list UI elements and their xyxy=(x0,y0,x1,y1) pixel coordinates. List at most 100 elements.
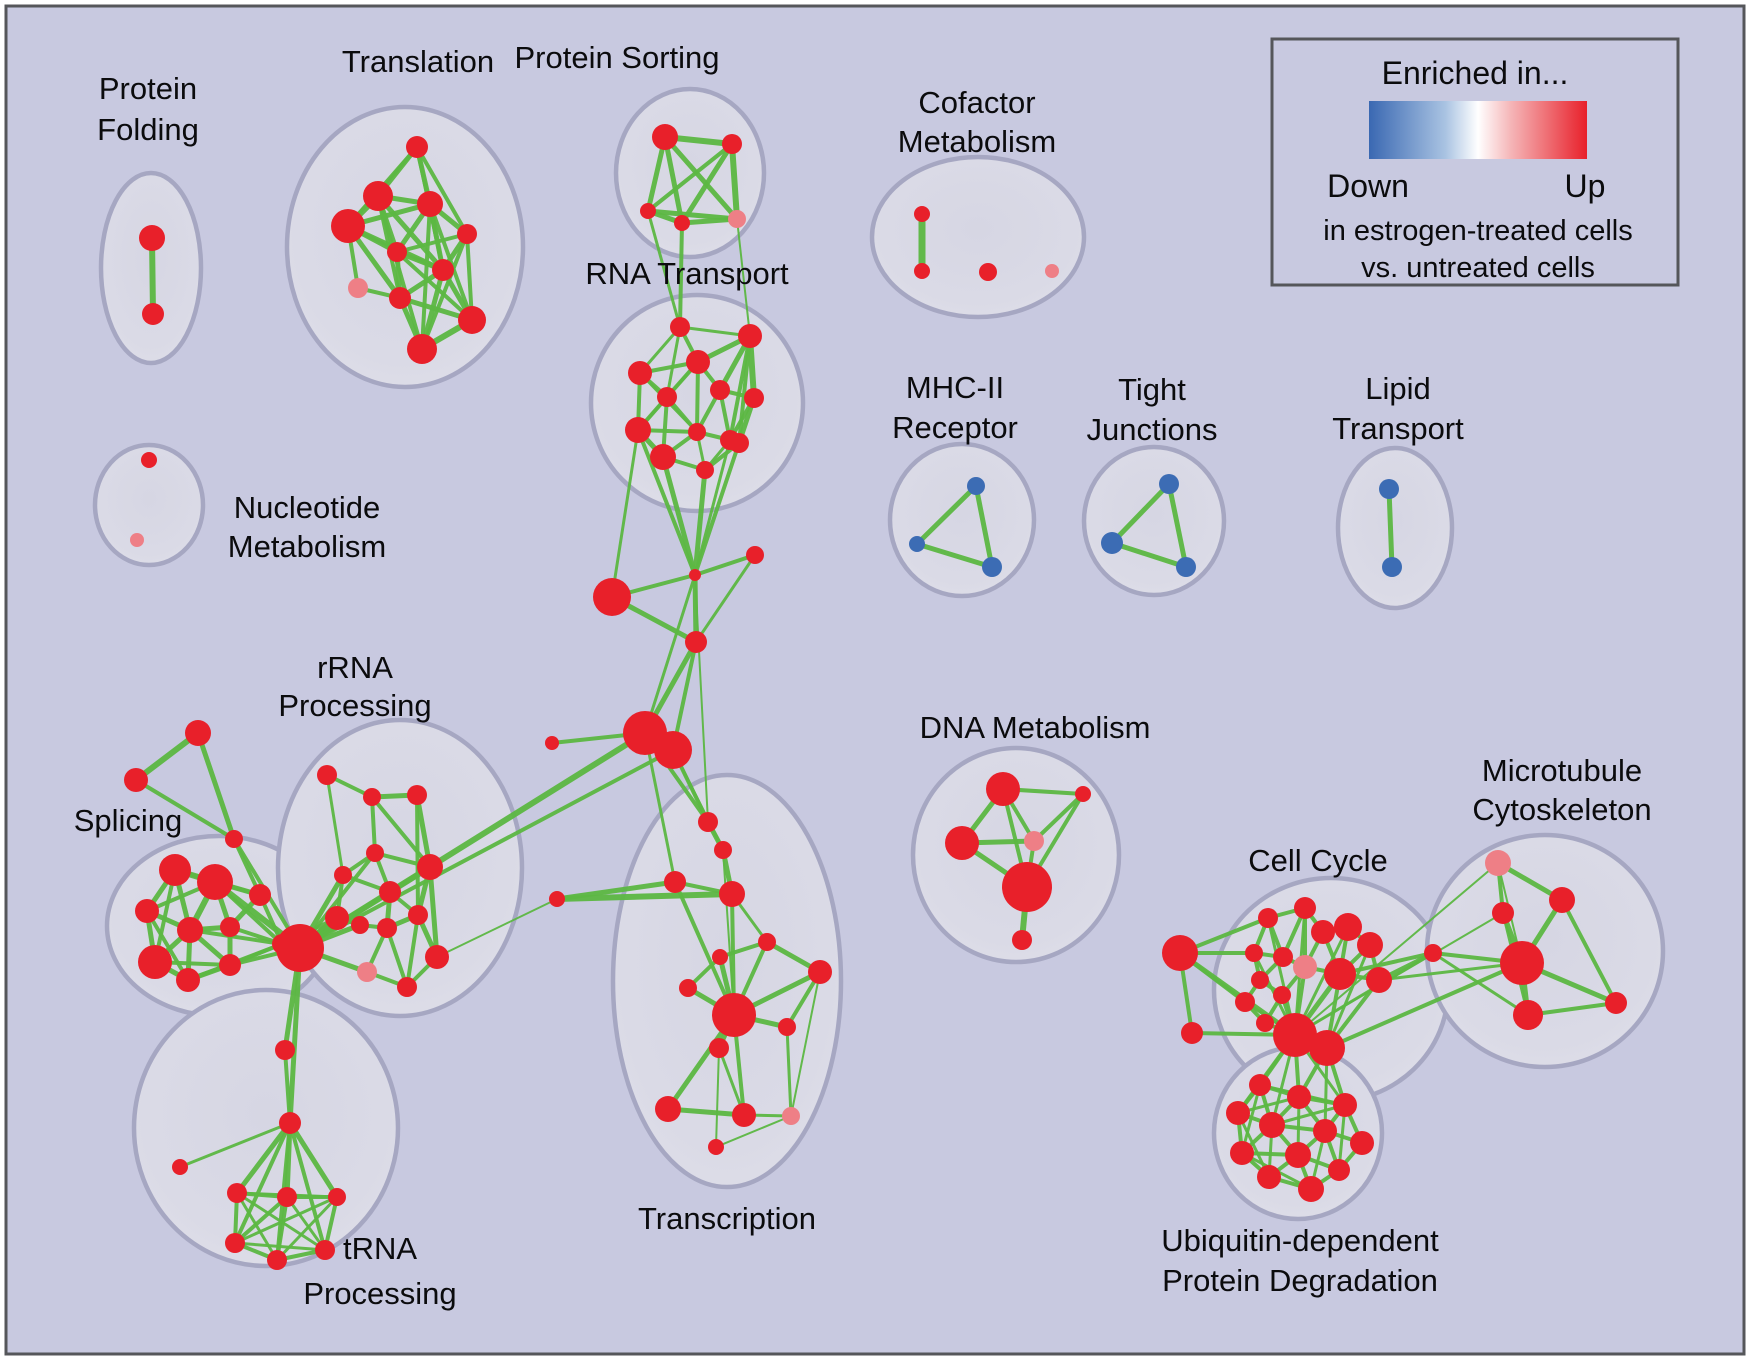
node-rr-11 xyxy=(276,924,324,972)
node-rr-14 xyxy=(425,945,449,969)
edge-cn xyxy=(693,553,757,577)
legend-title: Enriched in... xyxy=(1382,55,1569,91)
node-cc-10 xyxy=(1366,967,1392,993)
cluster-ellipse-tj xyxy=(1081,444,1227,598)
node-cc-5 xyxy=(1357,932,1383,958)
edge-tn xyxy=(235,1191,279,1262)
node-nm-1 xyxy=(130,533,144,547)
cluster-label-rt: RNA Transport xyxy=(585,256,789,291)
node-ub-0 xyxy=(1249,1074,1271,1096)
node-tc-1 xyxy=(714,841,732,859)
edge-tn xyxy=(233,1195,339,1245)
edge-link-rt-cn xyxy=(693,441,741,577)
node-rr-6 xyxy=(379,881,401,903)
edge-tr xyxy=(465,232,474,322)
edge-tn xyxy=(233,1241,327,1252)
cluster-label-ub: Ubiquitin-dependent Protein Degradation xyxy=(1161,1223,1439,1298)
edge-link-rr-tn xyxy=(287,945,303,1126)
node-sp-6 xyxy=(220,917,240,937)
node-tr-3 xyxy=(331,209,365,243)
node-rt-11 xyxy=(696,461,714,479)
cluster-label-tr: Translation xyxy=(342,44,494,79)
edge-link-ps-rt xyxy=(646,209,682,329)
edge-rt xyxy=(728,334,752,442)
node-dm-4 xyxy=(1002,862,1052,912)
node-rt-0 xyxy=(670,317,690,337)
node-cf-3 xyxy=(1045,264,1059,278)
edge-mh xyxy=(973,483,995,570)
node-tr-0 xyxy=(406,136,428,158)
node-tr-4 xyxy=(387,242,407,262)
edge-rr xyxy=(370,795,432,869)
cluster-label-rr: rRNA Processing xyxy=(278,650,431,723)
node-tc-7 xyxy=(679,979,697,997)
node-sp-5 xyxy=(176,968,200,992)
node-mt-4 xyxy=(1605,992,1627,1014)
cluster-ellipse-nm xyxy=(92,442,206,568)
edge-tr xyxy=(395,250,474,322)
node-sp-4 xyxy=(138,945,172,979)
edge-ss xyxy=(134,778,236,841)
node-rt-2 xyxy=(628,361,652,385)
node-cc-12 xyxy=(1235,992,1255,1012)
node-tc-13 xyxy=(782,1107,800,1125)
edge-link-ps-rt xyxy=(678,221,684,329)
node-tc-12 xyxy=(732,1103,756,1127)
node-ps-1 xyxy=(722,134,742,154)
node-cc-8 xyxy=(1293,955,1317,979)
node-rr-2 xyxy=(407,785,427,805)
edge-ps xyxy=(679,141,735,226)
node-mt-2 xyxy=(1492,902,1514,924)
edge-link-cn-rr xyxy=(297,730,648,951)
node-tc-6 xyxy=(808,960,832,984)
edge-tc xyxy=(715,1047,720,1148)
node-cc-2 xyxy=(1294,897,1316,919)
edge-tc xyxy=(715,1115,792,1148)
edge-tn xyxy=(233,1121,292,1245)
node-pf-1 xyxy=(142,303,164,325)
edge-tr xyxy=(420,202,432,351)
node-rr-7 xyxy=(325,906,349,930)
node-dm-5 xyxy=(1012,930,1032,950)
cluster-label-sp: Splicing xyxy=(74,803,183,838)
node-cc-16 xyxy=(1273,1013,1317,1057)
node-sp-2 xyxy=(135,899,159,923)
node-rt-12 xyxy=(729,433,749,453)
network-nodes xyxy=(124,124,1627,1270)
node-cn-0 xyxy=(689,569,701,581)
node-cn-7 xyxy=(549,891,565,907)
node-ub-4 xyxy=(1259,1112,1285,1138)
node-rr-5 xyxy=(417,854,443,880)
node-tn-3 xyxy=(277,1187,297,1207)
edge-ps xyxy=(662,134,685,226)
node-rt-5 xyxy=(744,388,764,408)
node-mt-0 xyxy=(1485,850,1511,876)
edge-tn xyxy=(234,1120,293,1196)
node-dm-1 xyxy=(945,826,979,860)
edge-link-cc-mt xyxy=(1325,961,1524,1050)
node-rr-15 xyxy=(275,1040,295,1060)
cluster-label-cf: Cofactor Metabolism xyxy=(898,85,1057,159)
node-rt-3 xyxy=(686,350,710,374)
node-cf-2 xyxy=(979,263,997,281)
node-cn-6 xyxy=(545,736,559,750)
edge-tn xyxy=(275,1195,289,1262)
node-tc-14 xyxy=(708,1139,724,1155)
edge-ps xyxy=(646,142,734,213)
edge-rr xyxy=(427,864,440,960)
node-tr-5 xyxy=(457,224,477,244)
edge-link-cc-mt xyxy=(1377,961,1524,982)
edge-ps xyxy=(729,141,740,222)
node-tn-7 xyxy=(315,1240,335,1260)
legend-box xyxy=(1270,37,1680,287)
edge-link-cn-rr xyxy=(298,748,675,950)
legend-subtitle-line2: vs. untreated cells xyxy=(1361,252,1595,284)
edge-tj xyxy=(1166,481,1189,570)
legend-up-label: Up xyxy=(1565,168,1606,204)
node-cn-2 xyxy=(593,578,631,616)
edge-tr xyxy=(395,232,469,254)
cluster-label-mh: MHC-II Receptor xyxy=(892,370,1018,445)
edge-link-cc-mt xyxy=(1294,862,1499,1036)
node-rr-8 xyxy=(351,916,369,934)
